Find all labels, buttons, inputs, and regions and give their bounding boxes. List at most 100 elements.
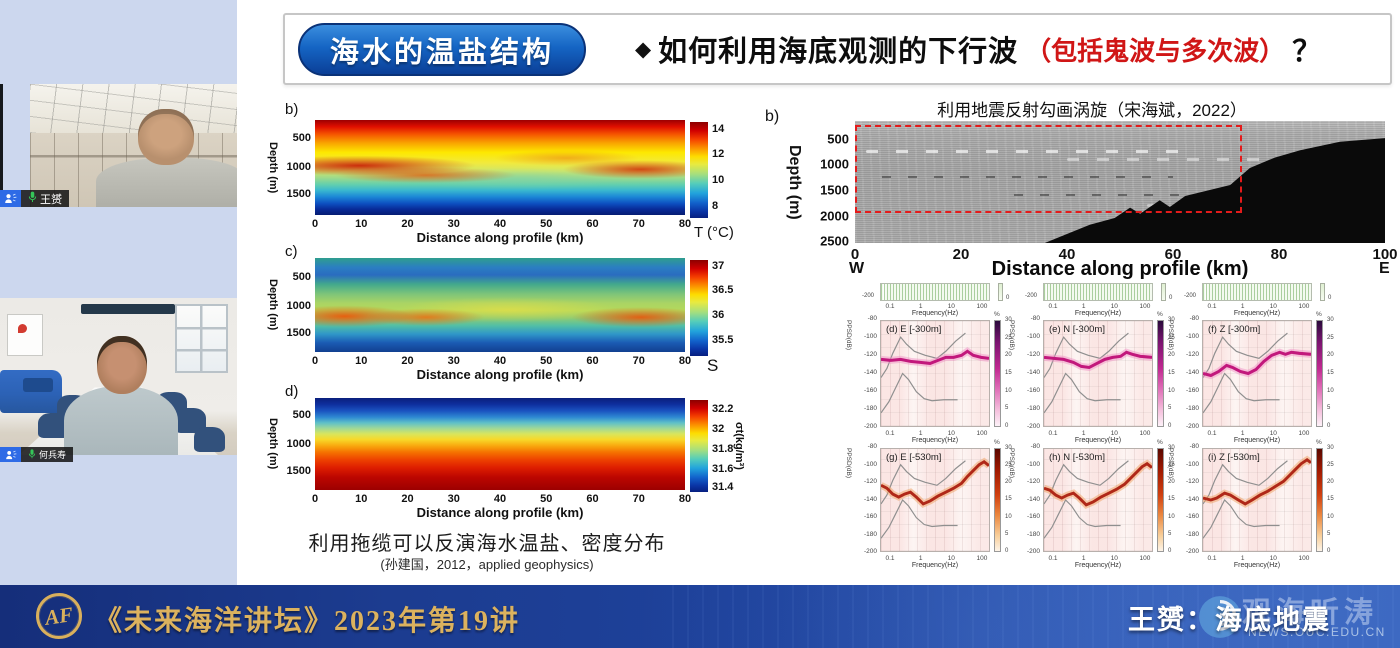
- y-tick-column: -80 -100 -120 -140 -160 -180 -200: [859, 443, 877, 556]
- tick-label: -140: [1185, 369, 1199, 377]
- tick-label: -200: [1184, 293, 1197, 299]
- tick-label: 0.1: [1207, 430, 1217, 437]
- tick-label: 30: [447, 355, 460, 367]
- tick-label: -120: [1026, 478, 1040, 486]
- tick-label: 35.5: [712, 334, 734, 346]
- tick-label: 25: [1168, 334, 1175, 341]
- tick-label: 5: [1327, 405, 1331, 412]
- tick-label: -200: [862, 293, 875, 299]
- x-axis-label: Distance along profile (km): [991, 258, 1249, 280]
- tick-label: -140: [863, 495, 877, 503]
- tick-label: 25: [1327, 334, 1334, 341]
- colorbar-unit: %: [1157, 311, 1163, 318]
- tick-label: -120: [1185, 478, 1199, 486]
- tick-label: 70: [632, 355, 645, 367]
- tick-label: -180: [1026, 405, 1040, 413]
- tick-label: 70: [632, 493, 645, 505]
- plot-label: (h) N [-530m]: [1049, 452, 1105, 463]
- tick-label: 0.1: [1207, 555, 1217, 562]
- tick-label: 80: [678, 493, 692, 505]
- tick-label: 1: [1081, 555, 1086, 562]
- x-axis-label: Distance along profile (km): [416, 505, 584, 520]
- tick-label: 0.1: [885, 430, 895, 437]
- colorbar-density: [690, 400, 708, 492]
- tick-label: 1: [918, 430, 923, 437]
- tick-label: -180: [1185, 405, 1199, 413]
- shared-slide: 海水的温盐结构 ◆ 如何利用海底观测的下行波 （包括鬼波与多次波） ？ b) D…: [237, 0, 1400, 585]
- tick-label: -80: [1189, 315, 1199, 322]
- tick-label: 0: [1328, 295, 1332, 301]
- tick-label: 20: [952, 246, 970, 263]
- question-line: ◆ 如何利用海底观测的下行波 （包括鬼波与多次波） ？: [635, 15, 1321, 83]
- tick-label: 40: [493, 493, 507, 505]
- tick-label: 30: [447, 218, 460, 230]
- x-tick-row: 0.1 1 10 100: [882, 555, 990, 562]
- figure-caption: 利用拖缆可以反演海水温盐、密度分布: [308, 533, 666, 555]
- x-tick-row: 0 20 40 60 80 100: [838, 246, 1400, 263]
- tick-label: -140: [1026, 495, 1040, 503]
- tick-label: 500: [292, 409, 311, 421]
- tick-label: -80: [867, 443, 877, 450]
- tick-label: 10: [1005, 513, 1012, 520]
- tick-label: 5: [1005, 530, 1009, 537]
- y-axis-label: Depth (m): [267, 418, 279, 470]
- tick-label: 80: [678, 355, 692, 367]
- tick-label: 70: [632, 218, 645, 230]
- x-tick-row: 0 10 20 30 40 50 60 70 80: [302, 218, 698, 230]
- tick-label: 0.1: [885, 555, 895, 562]
- colorbar-ticks: 30 25 20 15 10 5 0: [1168, 445, 1180, 554]
- participant-2-name-row: 何兵寿: [0, 447, 74, 462]
- ppsd-plot-d: (d) E [-300m]: [880, 320, 990, 427]
- tick-label: -100: [863, 460, 877, 468]
- speaker-topic: 王赟：海底地震: [1128, 605, 1331, 635]
- tick-label: 10: [947, 430, 955, 437]
- tick-label: -200: [1026, 423, 1040, 431]
- participant-2-body: [63, 385, 178, 455]
- room-window: [175, 304, 228, 374]
- tick-label: 0: [311, 218, 319, 230]
- colorbar-unit: T (°C): [694, 224, 734, 241]
- tick-label: 20: [1327, 479, 1334, 486]
- x-tick-row: 0.1 1 10 100: [1045, 430, 1153, 437]
- colorbar-ticks: 30 25 20 15 10 5 0: [1005, 317, 1017, 429]
- tick-label: -100: [863, 333, 877, 341]
- tick-label: 15: [1005, 369, 1012, 376]
- mic-icon: [28, 191, 37, 206]
- tick-label: 0: [1006, 295, 1010, 301]
- video-tile-speaker-1[interactable]: [30, 84, 237, 207]
- tick-label: 10: [1269, 555, 1277, 562]
- mic-icon: [28, 448, 36, 461]
- tick-label: -160: [1185, 387, 1199, 395]
- x-tick-row: 0.1 1 10 100: [1045, 303, 1153, 310]
- y-tick-column: -80 -100 -120 -140 -160 -180 -200: [1181, 443, 1199, 556]
- tick-label: 15: [1327, 369, 1334, 376]
- tick-label: 10: [1327, 387, 1334, 394]
- tick-label: -180: [1185, 530, 1199, 538]
- participant-2-name-pill: 何兵寿: [21, 447, 74, 462]
- tick-label: 2500: [820, 233, 849, 249]
- tick-label: 10: [1110, 303, 1118, 310]
- tick-label: 1000: [286, 438, 311, 450]
- tick-label: 0.1: [1048, 555, 1058, 562]
- tick-label: 2000: [820, 208, 849, 224]
- ppsd-strip-colorbar: [1320, 283, 1325, 301]
- y-axis-label: Depth (m): [267, 279, 279, 331]
- tick-label: 20: [1005, 352, 1012, 359]
- tick-label: 0: [1005, 422, 1009, 429]
- east-label: E: [1379, 260, 1390, 277]
- tick-label: 0: [311, 493, 319, 505]
- lecture-banner: AF 《未来海洋讲坛》2023年第19讲 观海听涛 NEWS.OUC.EDU.C…: [0, 585, 1400, 648]
- tick-label: 100: [1298, 430, 1310, 437]
- ppsd-colorbar: [994, 448, 1001, 552]
- question-text: 如何利用海底观测的下行波: [658, 36, 1019, 68]
- tick-label: -80: [867, 315, 877, 322]
- room-sofa: [0, 370, 62, 413]
- tick-label: 500: [827, 131, 849, 147]
- x-tick-row: 0 10 20 30 40 50 60 70 80: [302, 355, 698, 367]
- tick-label: -180: [863, 530, 877, 538]
- tick-label: 1: [1240, 430, 1245, 437]
- tick-label: 20: [401, 218, 414, 230]
- video-tile-speaker-2[interactable]: [0, 298, 237, 455]
- x-axis-label: Frequency(Hz): [1074, 310, 1122, 317]
